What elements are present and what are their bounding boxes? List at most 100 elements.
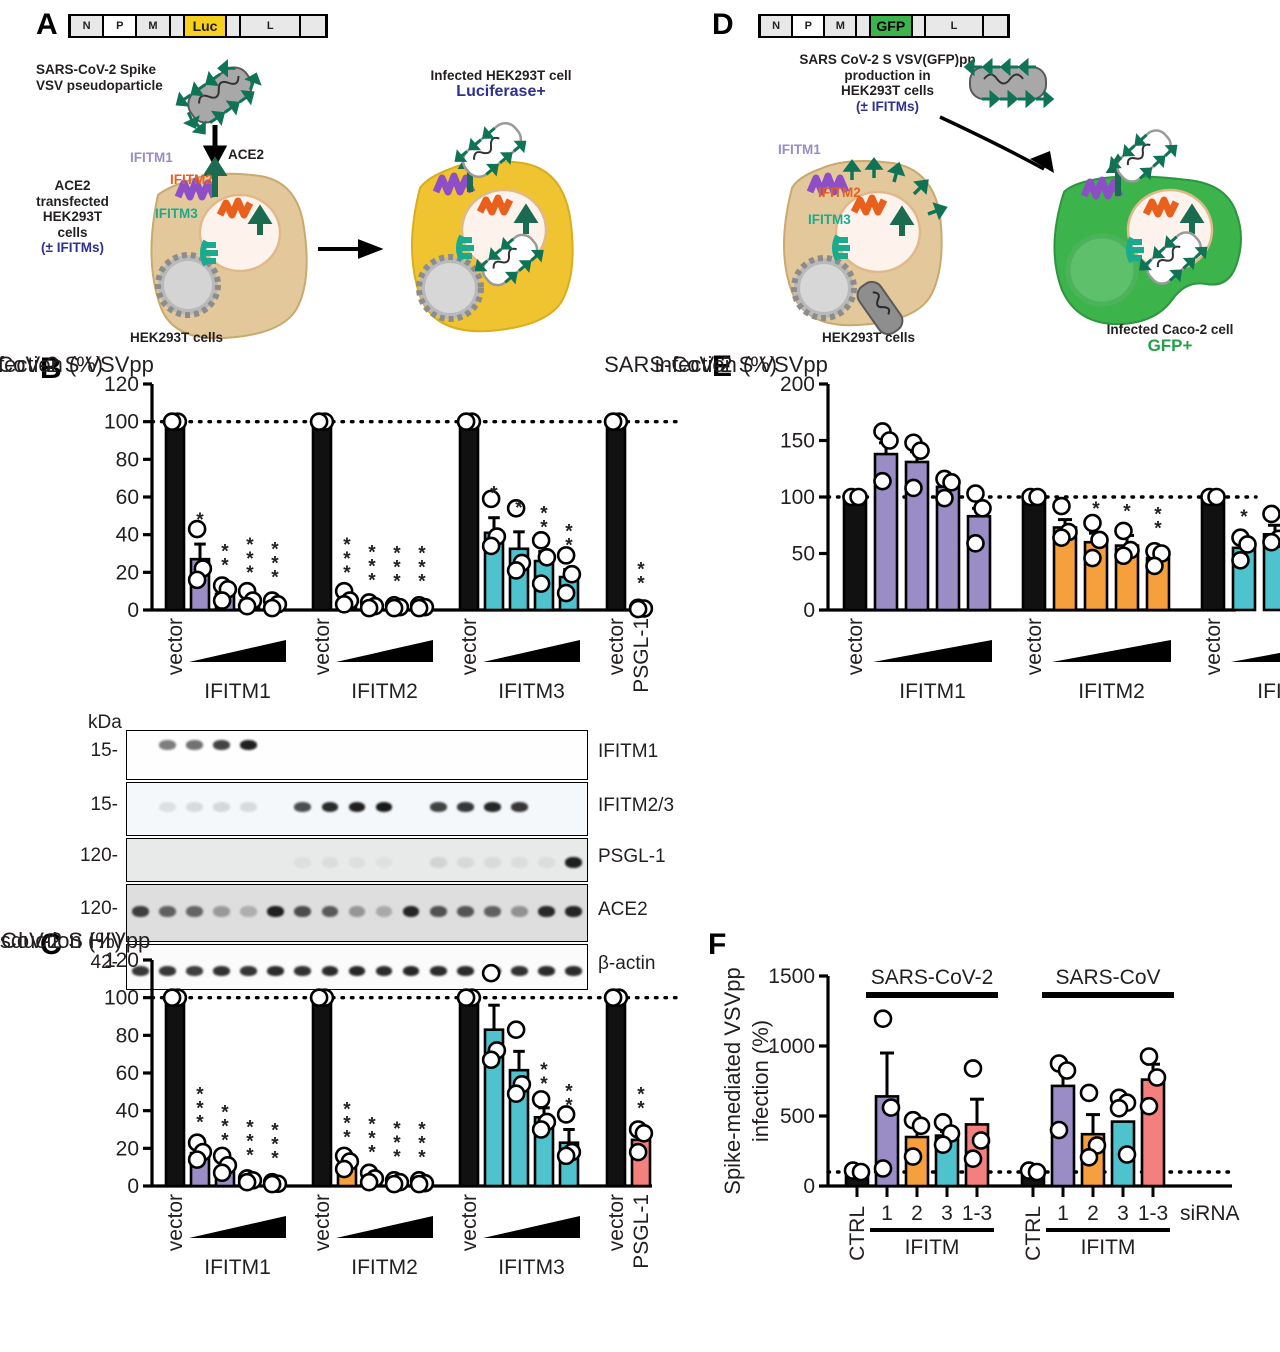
blot-band	[240, 966, 258, 977]
x-tick-label-sirna: 2	[1087, 1202, 1099, 1225]
significance-marker: *	[368, 556, 376, 577]
blot-row-ace2: 120- ACE2	[62, 884, 682, 942]
blot-target-label: IFITM2/3	[598, 795, 675, 816]
blot-target-label: PSGL-1	[598, 846, 666, 867]
bar-IFITM2-d4: ***	[409, 1120, 435, 1194]
bar-IFITM3-d3: **	[531, 504, 557, 612]
blot-band	[213, 966, 231, 977]
significance-marker: *	[393, 1147, 401, 1168]
x-tick-label-sirna: 1	[1057, 1202, 1069, 1225]
bar-SARS-CoV-CTRL	[1019, 1161, 1047, 1188]
significance-marker: *	[565, 1096, 573, 1117]
y-tick-label: 50	[792, 543, 815, 566]
bar-IFITM1-d4: ***	[262, 540, 288, 618]
y-axis-label-line2: infection (%)	[655, 352, 777, 377]
bar-IFITM3-d3: **	[531, 1060, 557, 1188]
blot-mw-label: 15-	[90, 794, 118, 815]
significance-marker: *	[196, 1098, 204, 1119]
panel-a-right-caption: Infected HEK293T cell Luciferase+	[430, 68, 572, 100]
blot-band	[294, 966, 312, 977]
panel-a-left-cell-caption: ACE2 transfected HEK293T cells (± IFITMs…	[36, 178, 109, 255]
panel-d-ifitm2-label: IFITM2	[818, 185, 861, 200]
blot-band	[375, 966, 393, 977]
significance-marker: *	[540, 518, 548, 539]
y-axis-label-line1: SARS-CoV-2 S HIVpp	[0, 928, 150, 953]
blot-band	[510, 966, 528, 977]
significance-marker: *	[393, 544, 401, 565]
blot-mw-label: 120-	[79, 845, 118, 866]
y-tick-label: 200	[780, 373, 815, 396]
x-group-label-ifitm1: IFITM1	[204, 680, 271, 703]
genome-segment-gfp: GFP	[870, 16, 912, 36]
x-tick-label-vector: vector	[605, 618, 628, 675]
chart-f-svg: 0 500 1000 1500 Spike-mediated VSVpp infectio…	[720, 965, 1240, 1261]
significance-marker: *	[637, 560, 645, 581]
significance-marker: *	[271, 540, 279, 561]
significance-marker: *	[221, 1102, 229, 1123]
blot-mw-label: 15-	[90, 740, 118, 761]
bar-IFITM3-vector	[456, 412, 482, 612]
significance-marker: *	[565, 536, 573, 557]
significance-marker: *	[271, 568, 279, 589]
blot-band	[375, 801, 393, 812]
blot-membrane	[126, 838, 588, 882]
significance-marker: *	[246, 535, 254, 556]
x-axis-title-sirna: siRNA	[1180, 1202, 1240, 1225]
significance-marker: *	[1123, 501, 1131, 522]
blot-band	[186, 740, 204, 751]
blot-band	[402, 906, 420, 918]
blot-kda-label: kDa	[88, 712, 122, 733]
blot-mw-label: 42-	[90, 952, 118, 973]
x-group-label-ifitm3: IFITM3	[1257, 680, 1280, 703]
blot-band	[159, 801, 176, 812]
blot-band	[294, 801, 312, 812]
blot-band	[348, 906, 366, 918]
significance-marker: *	[393, 1133, 401, 1154]
y-tick-label: 80	[116, 1024, 139, 1047]
x-group-label-ifitm2: IFITM2	[351, 1256, 418, 1279]
x-tick-label-sirna: 3	[941, 1202, 953, 1225]
significance-marker: *	[637, 574, 645, 595]
genome-segment-m: M	[824, 16, 857, 36]
bar-IFITM1-d4	[966, 484, 992, 612]
bar-IFITM1-d1	[873, 422, 899, 612]
significance-marker: *	[1154, 504, 1162, 525]
significance-marker: *	[246, 563, 254, 584]
genome-segment-spacer5	[911, 16, 926, 36]
panel-a-diagram	[150, 59, 308, 340]
panel-d-title: SARS CoV-2 S VSV(GFP)pp production in HE…	[799, 52, 976, 114]
x-tick-label-vector: vector	[1202, 618, 1225, 675]
genome-segment-spacer7	[982, 16, 1008, 36]
y-tick-label: 60	[116, 1062, 139, 1085]
bar-IFITM2-d1: ***	[334, 535, 360, 614]
significance-marker: *	[1092, 499, 1100, 520]
significance-marker: *	[368, 1129, 376, 1150]
blot-band	[483, 906, 501, 918]
y-tick-label: 60	[116, 486, 139, 509]
bar-IFITM2-d3: *	[1114, 501, 1140, 612]
x-group-label-ifitm2: IFITM2	[1078, 680, 1145, 703]
genome-segment-l: L	[240, 16, 300, 36]
bar-IFITM3-vector	[1200, 487, 1226, 612]
significance-marker: *	[343, 549, 351, 570]
significance-marker: *	[565, 1082, 573, 1103]
bar-IFITM1-vector	[162, 988, 188, 1188]
blot-band	[538, 966, 555, 977]
significance-marker: *	[418, 1134, 426, 1155]
bar-IFITM2-vector	[309, 412, 335, 612]
significance-marker: *	[418, 558, 426, 579]
chartB-svg: 0 20 40 60 80 100 120SARS-CoV-2 S VSVppinfecti…	[0, 352, 682, 703]
y-tick-label: 0	[127, 1175, 139, 1198]
y-tick-label: 100	[104, 987, 139, 1010]
panel-d-ifitm3-label: IFITM3	[808, 212, 851, 227]
panel-a-ifitm1-label: IFITM1	[130, 150, 173, 165]
bar-SARS-CoV-3	[1109, 1088, 1137, 1188]
y-tick-label: 20	[116, 1137, 139, 1160]
significance-marker: *	[368, 1143, 376, 1164]
bar-IFITM1-d2: **	[212, 541, 238, 612]
blot-mw-label: 120-	[79, 898, 118, 919]
bar-IFITM2-vector	[309, 988, 335, 1188]
blot-row-ifitm23: 15- IFITM2/3	[62, 782, 682, 836]
genome-segment-n: N	[70, 16, 104, 36]
blot-band	[294, 906, 312, 918]
